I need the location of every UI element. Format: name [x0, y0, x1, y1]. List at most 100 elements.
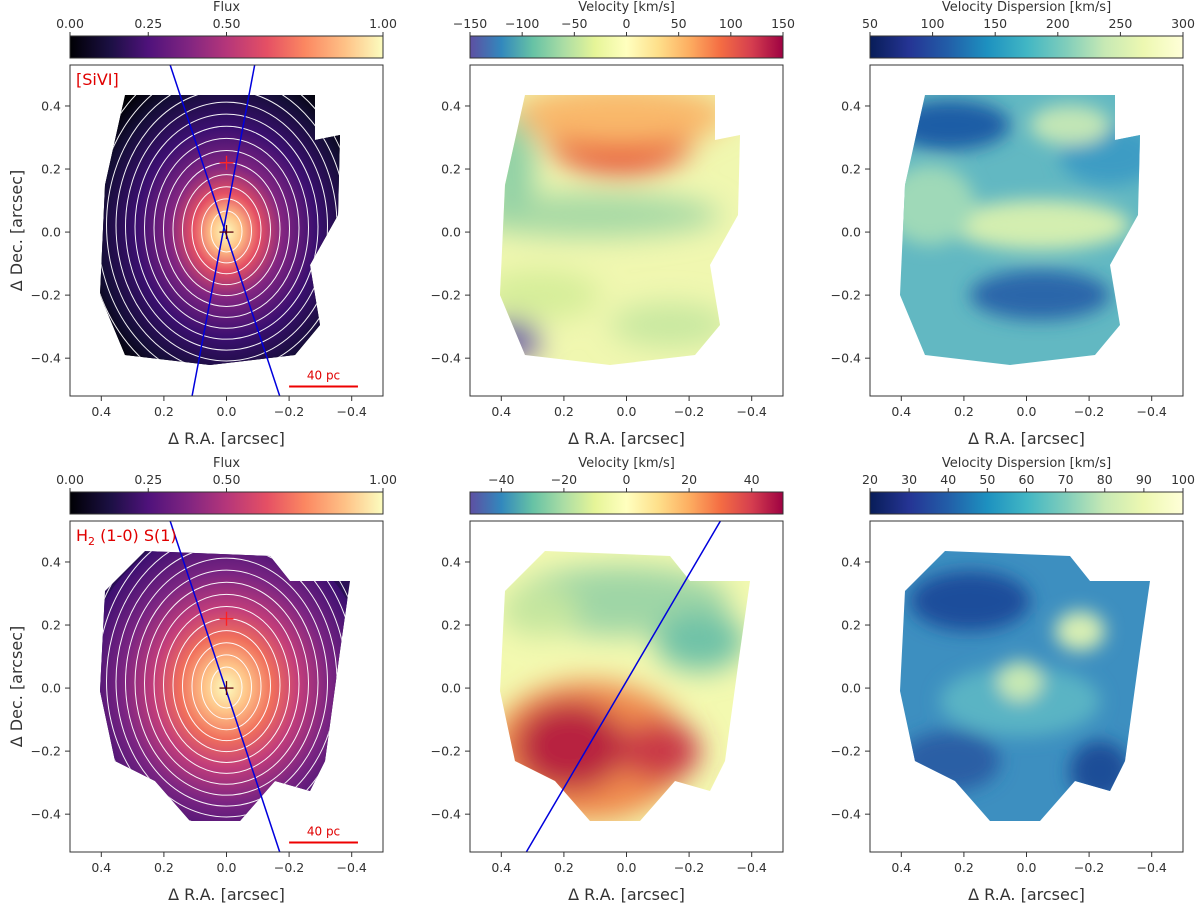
- panel-bottom-middle: 0.4 0.2 0.0 −0.2 −0.4 0.4 0.2 0.0 −0.2 −0.4 Δ R.A.…: [431, 456, 784, 904]
- x-tick-label: 0.2: [954, 860, 974, 875]
- colorbar: [69, 35, 384, 59]
- y-axis-label: Δ Dec. [arcsec]: [7, 626, 26, 747]
- colorbar-tick-label: 100: [921, 16, 945, 31]
- panel-top-right: 0.4 0.2 0.0 −0.2 −0.4 0.4 0.2 0.0 −0.2 −0.4 Δ R.A.…: [831, 0, 1195, 448]
- y-tick-label: −0.2: [31, 744, 61, 759]
- map-region: [950, 200, 1130, 250]
- colorbar-tick-label: 0.25: [134, 472, 162, 487]
- panel-title: H2 (1-0) S(1): [76, 526, 177, 548]
- colorbar-tick-label: 0: [623, 472, 631, 487]
- x-tick-label: 0.4: [491, 860, 511, 875]
- map-image: [500, 551, 750, 821]
- nucleus-marker: [219, 611, 234, 626]
- y-tick-label: −0.4: [831, 351, 861, 366]
- colorbar-label: Velocity [km/s]: [578, 0, 675, 15]
- colorbar-tick-label: 0.00: [56, 472, 84, 487]
- x-tick-label: 0.4: [891, 860, 911, 875]
- panel-bottom-left: 40 pc H2 (1-0) S(1) 0.4 0.2 0.0 −0.2 −0.4 0.4 0.…: [7, 456, 397, 904]
- colorbar-tick-label: 0.50: [213, 16, 241, 31]
- contour: [182, 174, 271, 286]
- contour: [125, 101, 328, 351]
- contour: [163, 149, 290, 307]
- y-tick-label: 0.2: [841, 162, 861, 177]
- panel-top-middle: 0.4 0.2 0.0 −0.2 −0.4 0.4 0.2 0.0 −0.2 −0.4 Δ R.A.…: [431, 0, 795, 448]
- map-region: [1030, 105, 1110, 145]
- y-tick-label: 0.0: [441, 225, 461, 240]
- contour: [201, 654, 252, 720]
- y-tick-label: 0.0: [841, 681, 861, 696]
- map-image: [500, 95, 740, 365]
- y-tick-label: 0.2: [41, 618, 61, 633]
- scale-bar-label: 40 pc: [307, 825, 340, 839]
- map-region: [500, 193, 720, 237]
- map-region: [620, 721, 700, 781]
- map-region: [900, 100, 1010, 150]
- map-region: [910, 571, 1030, 631]
- map-region: [1070, 741, 1130, 801]
- colorbar-label: Flux: [213, 456, 240, 471]
- x-tick-label: 0.0: [1017, 860, 1037, 875]
- x-tick-label: 0.2: [954, 404, 974, 419]
- colorbar-label: Flux: [213, 0, 240, 15]
- position-angle-line: [191, 64, 256, 397]
- contour: [153, 137, 300, 318]
- scale-bar-label: 40 pc: [307, 369, 340, 383]
- map-region: [510, 95, 730, 145]
- y-tick-label: 0.2: [441, 618, 461, 633]
- x-tick-label: 0.0: [217, 860, 237, 875]
- contour: [134, 569, 319, 796]
- colorbar-tick-label: 30: [901, 472, 917, 487]
- panel-top-left: 40 pc [SiVI] 0.4 0.2 0.0 −0.2 −0.4 0.4 0.2 0.0 −0.…: [7, 0, 397, 448]
- colorbar-label: Velocity Dispersion [km/s]: [942, 0, 1111, 15]
- y-tick-label: 0.4: [41, 98, 61, 113]
- x-tick-label: −0.2: [274, 860, 304, 875]
- map-region: [515, 701, 625, 791]
- y-tick-label: −0.4: [431, 351, 461, 366]
- colorbar-tick-label: 300: [1171, 16, 1195, 31]
- map-region: [500, 320, 540, 360]
- y-tick-label: −0.2: [31, 288, 61, 303]
- nucleus-marker: [219, 225, 234, 240]
- x-tick-label: 0.0: [1017, 404, 1037, 419]
- contour: [201, 198, 252, 264]
- x-tick-label: 0.2: [554, 404, 574, 419]
- contour: [210, 666, 243, 709]
- contour: [134, 113, 319, 340]
- colorbar-tick-label: −40: [488, 472, 514, 487]
- contour: [191, 642, 262, 731]
- colorbar-tick-label: 250: [1108, 16, 1132, 31]
- colorbar: [469, 491, 784, 515]
- panel-title: [SiVI]: [76, 70, 119, 89]
- colorbar-tick-label: 50: [979, 472, 995, 487]
- x-axis-label: Δ R.A. [arcsec]: [568, 429, 685, 448]
- colorbar-tick-label: 70: [1058, 472, 1074, 487]
- x-axis-label: Δ R.A. [arcsec]: [968, 885, 1085, 904]
- y-tick-label: −0.2: [431, 744, 461, 759]
- y-tick-label: 0.2: [441, 162, 461, 177]
- x-axis-label: Δ R.A. [arcsec]: [968, 429, 1085, 448]
- x-tick-label: −0.2: [1074, 860, 1104, 875]
- x-tick-label: 0.0: [617, 404, 637, 419]
- y-tick-label: −0.2: [831, 744, 861, 759]
- colorbar-tick-label: 50: [671, 16, 687, 31]
- y-tick-label: 0.0: [41, 681, 61, 696]
- colorbar-tick-label: 50: [862, 16, 878, 31]
- nucleus-marker: [219, 155, 234, 170]
- x-tick-label: 0.2: [554, 860, 574, 875]
- x-tick-label: −0.2: [674, 860, 704, 875]
- colorbar-tick-label: 0.50: [213, 472, 241, 487]
- x-axis-label: Δ R.A. [arcsec]: [168, 429, 285, 448]
- x-tick-label: −0.4: [1137, 860, 1167, 875]
- colorbar: [69, 491, 384, 515]
- colorbar-tick-label: 150: [771, 16, 795, 31]
- x-tick-label: 0.4: [91, 404, 111, 419]
- map-region: [655, 611, 745, 671]
- colorbar-tick-label: 20: [681, 472, 697, 487]
- colorbar-tick-label: 0.25: [134, 16, 162, 31]
- x-tick-label: −0.4: [337, 404, 367, 419]
- map-region: [500, 270, 600, 320]
- colorbar: [469, 35, 784, 59]
- map-region: [610, 303, 730, 347]
- colorbar-tick-label: 0.00: [56, 16, 84, 31]
